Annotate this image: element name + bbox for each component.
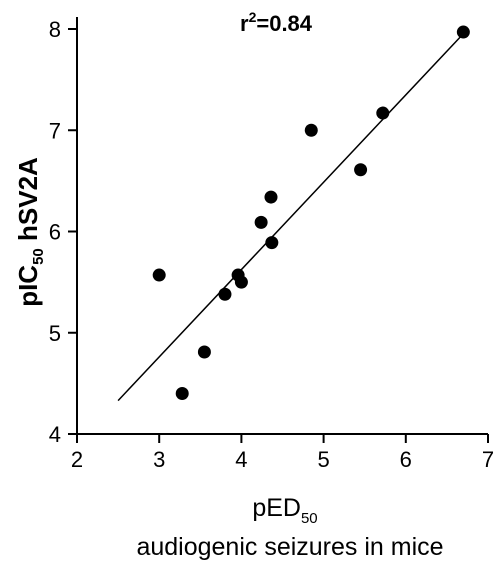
data-point <box>264 190 278 204</box>
data-point <box>218 287 232 301</box>
data-point <box>354 163 368 177</box>
x-tick-label: 7 <box>482 447 494 472</box>
x-tick-label: 2 <box>71 447 83 472</box>
fit-line <box>117 31 466 402</box>
x-axis-label-line2: audiogenic seizures in mice <box>136 533 443 561</box>
axes <box>76 17 488 435</box>
x-tick-label: 4 <box>235 447 247 472</box>
x-axis-label: pED50 <box>252 494 317 527</box>
data-point <box>197 345 211 359</box>
y-tick-label: 4 <box>49 422 61 447</box>
y-tick-label: 5 <box>49 321 61 346</box>
x-tick-label: 3 <box>153 447 165 472</box>
x-tick-label: 5 <box>317 447 329 472</box>
data-point <box>175 387 189 400</box>
data-points <box>152 25 470 400</box>
y-tick-label: 6 <box>49 220 61 245</box>
regression-line <box>117 31 466 402</box>
y-ticks: 4 5 6 7 8 <box>49 17 77 447</box>
data-point <box>376 106 390 120</box>
data-point <box>234 275 248 289</box>
y-tick-label: 8 <box>49 17 61 42</box>
data-point <box>265 236 279 250</box>
y-axis-label: pIC50 hSV2A <box>13 157 47 307</box>
y-tick-label: 7 <box>49 118 61 143</box>
r-squared-annotation: r2=0.84 <box>240 9 313 36</box>
x-tick-label: 6 <box>400 447 412 472</box>
data-point <box>456 25 470 39</box>
data-point <box>152 268 166 282</box>
x-ticks: 2 3 4 5 6 7 <box>71 434 494 472</box>
data-point <box>254 215 268 229</box>
data-point <box>304 123 318 137</box>
